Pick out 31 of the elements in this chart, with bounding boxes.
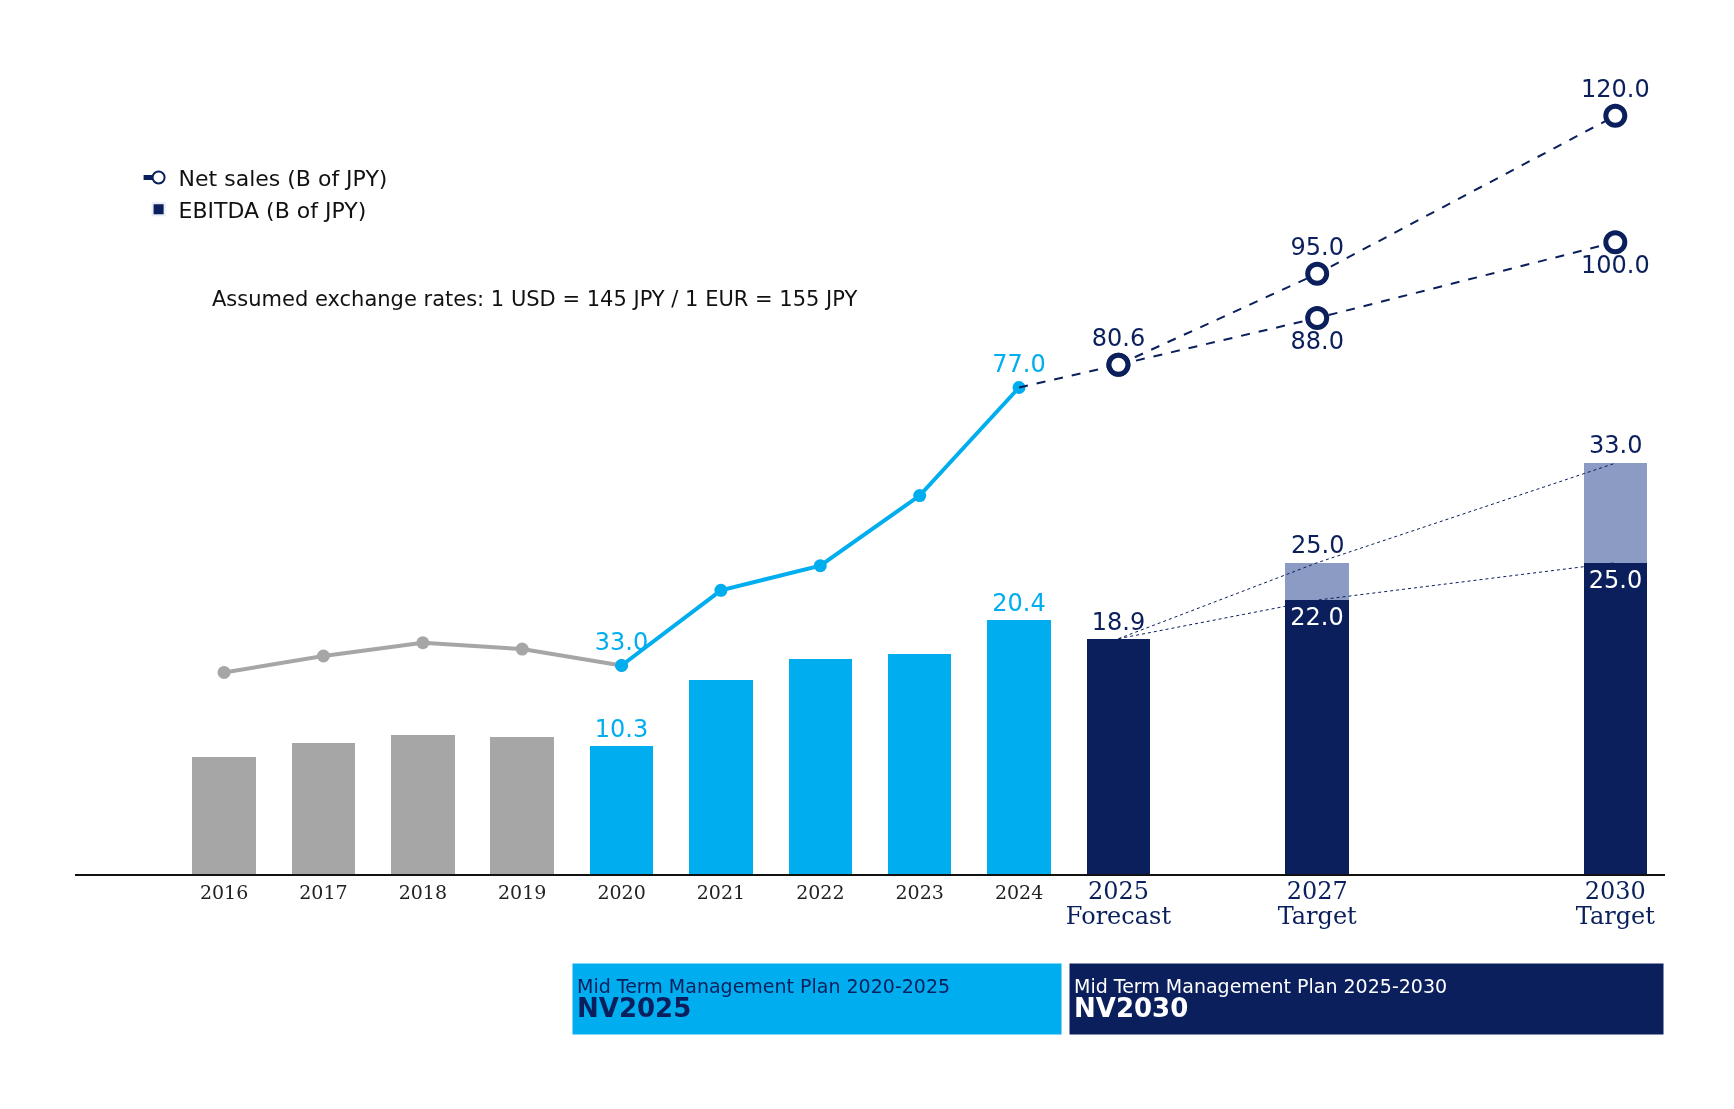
- data-label: 100.0: [1580, 251, 1650, 280]
- legend-label: Net sales (B of JPY): [178, 166, 388, 192]
- x-tick-label: 2025 Forecast: [1065, 876, 1172, 930]
- legend-label: EBITDA (B of JPY): [178, 197, 367, 223]
- x-tick-label: 2018: [398, 880, 447, 903]
- x-tick-label: 2021: [696, 880, 746, 903]
- data-label: 33.0: [594, 628, 649, 657]
- data-label: 10.3: [594, 715, 649, 743]
- x-tick-label: 2024: [994, 880, 1044, 903]
- total-label: 25.0: [1291, 531, 1345, 559]
- data-label: 18.9: [1091, 608, 1146, 636]
- data-label: 88.0: [1290, 326, 1344, 355]
- data-label: 120.0: [1580, 74, 1650, 103]
- data-label: 80.6: [1091, 323, 1146, 352]
- annotation: Assumed exchange rates: 1 USD = 145 JPY / 1 EUR = 155 JPY: [212, 287, 858, 311]
- data-label: 77.0: [992, 350, 1046, 379]
- data-label: 25.0: [1588, 566, 1643, 594]
- data-label: 20.4: [992, 589, 1046, 617]
- x-tick-label: 2016: [199, 880, 249, 903]
- x-tick-label: 2020: [597, 880, 646, 903]
- x-tick-label: 2017: [299, 880, 348, 903]
- x-tick-label: 2030 Target: [1575, 876, 1656, 930]
- data-label: 22.0: [1290, 603, 1344, 631]
- x-tick-label: 2019: [498, 880, 547, 903]
- text: Mid Term Management Plan 2020-2025 NV2025: [577, 974, 951, 1024]
- x-tick-label: 2027 Target: [1277, 876, 1358, 930]
- x-tick-label: 2022: [796, 880, 845, 903]
- text: Mid Term Management Plan 2025-2030 NV2030: [1074, 974, 1448, 1024]
- x-tick-label: 2023: [895, 880, 944, 903]
- total-label: 33.0: [1589, 431, 1643, 459]
- data-label: 95.0: [1290, 232, 1344, 261]
